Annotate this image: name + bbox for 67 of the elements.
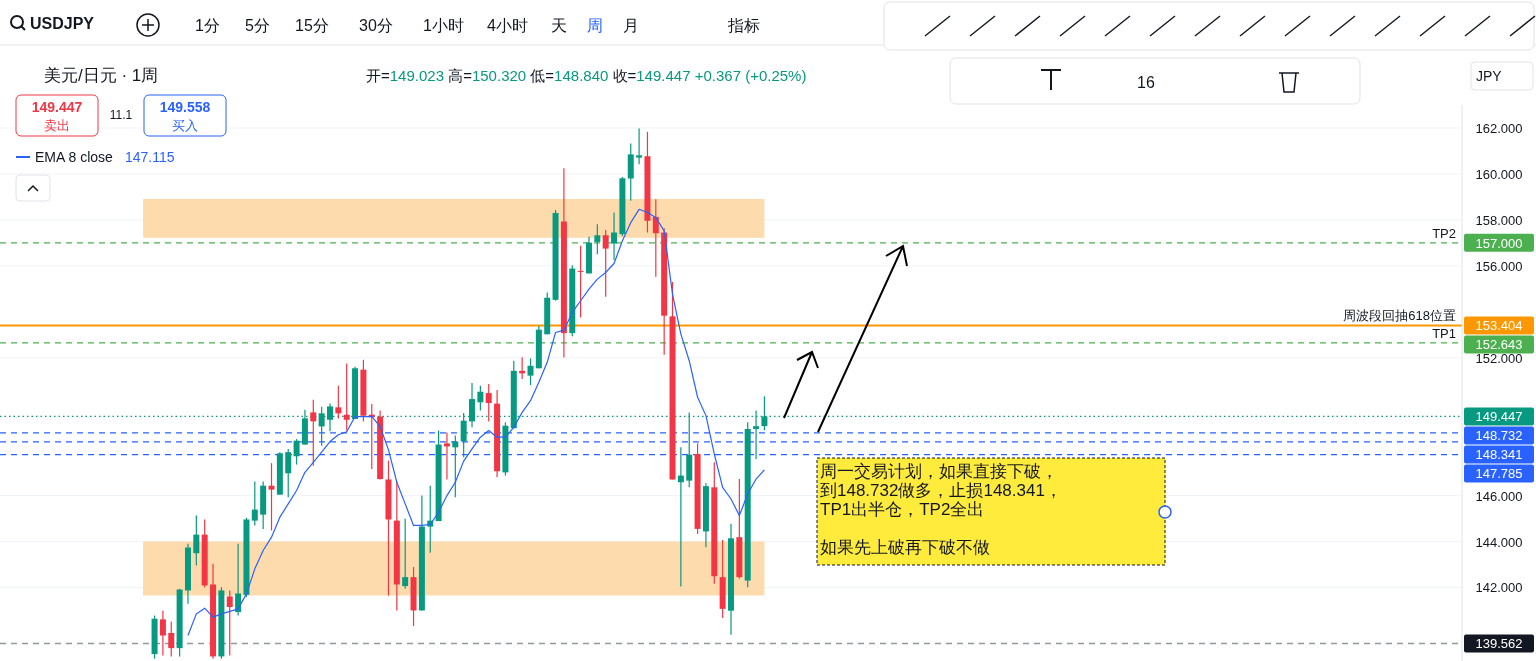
candlestick <box>477 385 484 412</box>
y-tick-label: 144.000 <box>1475 534 1523 550</box>
candlestick <box>602 229 609 298</box>
text: 指标 <box>727 17 760 34</box>
ref-line-label: 152.643 <box>1475 337 1523 353</box>
chart-title: USDJPY <box>30 15 95 32</box>
text: 天 <box>551 17 567 34</box>
text: 开=149.023 高=150.320 低=148.840 收=149.447 +0.367 (+0.25%) <box>366 67 807 84</box>
candlestick <box>611 211 618 261</box>
annotation: 149.447 卖出 <box>31 99 83 133</box>
text: 周 <box>587 17 603 34</box>
candlestick <box>527 357 534 386</box>
candlestick <box>193 514 200 567</box>
annotation: 149.558 买入 <box>159 99 211 133</box>
ref-line-label: 149.447 <box>1475 409 1523 425</box>
y-tick-label: 156.000 <box>1475 258 1523 274</box>
candlestick <box>285 448 292 498</box>
y-tick-label: 146.000 <box>1475 488 1523 504</box>
text: 5分 <box>245 17 270 34</box>
ref-line-label: 139.562 <box>1475 636 1523 652</box>
candlestick <box>310 399 317 467</box>
ref-line-label: 157.000 <box>1475 235 1523 251</box>
candlestick <box>402 518 409 590</box>
candlestick <box>251 480 258 527</box>
y-tick-label: 160.000 <box>1475 166 1523 182</box>
annotation: 到148.732做多，止损148.341， <box>820 481 1062 500</box>
candlestick <box>485 383 492 423</box>
legend-label: EMA 8 close <box>35 149 114 165</box>
candlestick <box>226 589 233 657</box>
y-tick-label: 158.000 <box>1475 212 1523 228</box>
text: 1小时 <box>423 17 464 34</box>
y-tick-label: 142.000 <box>1475 580 1523 596</box>
candlestick <box>594 223 601 255</box>
chart-subtitle: 美元/日元 · 1周 <box>44 66 159 85</box>
candlestick <box>677 446 684 588</box>
text: 30分 <box>359 17 393 34</box>
annotation: 周波段回抽618位置 <box>1343 308 1456 324</box>
text: 1分 <box>195 17 220 34</box>
candlestick <box>343 362 350 432</box>
annotation: 147.115 <box>125 149 175 165</box>
candlestick <box>168 620 175 657</box>
y-tick-label: 162.000 <box>1475 120 1523 136</box>
annotation: TP1 <box>1432 325 1456 341</box>
candlestick <box>761 395 768 431</box>
candlestick <box>443 431 450 481</box>
annotation: 11.1 <box>109 108 133 122</box>
ref-line-label: 147.785 <box>1475 466 1523 482</box>
text: 16 <box>1137 74 1155 91</box>
text: 月 <box>623 17 639 34</box>
annotation: TP1出半仓，TP2全出 <box>820 500 985 519</box>
annotation: 如果先上破再下破不做 <box>820 538 990 557</box>
candlestick <box>335 385 342 419</box>
text: 15分 <box>295 17 329 34</box>
annotation: TP2 <box>1432 225 1456 241</box>
candlestick <box>235 543 242 617</box>
text: 4小时 <box>487 17 528 34</box>
candlestick <box>293 438 300 466</box>
candlestick <box>159 610 166 657</box>
annotation: 周一交易计划，如果直接下破， <box>820 462 1058 481</box>
y-tick-label: 152.000 <box>1475 350 1523 366</box>
candlestick <box>636 127 643 165</box>
text: JPY <box>1476 68 1503 84</box>
ref-line-label: 148.732 <box>1475 428 1523 444</box>
ref-line-label: 153.404 <box>1475 318 1523 334</box>
ref-line-label: 148.341 <box>1475 447 1523 463</box>
candlestick <box>577 245 584 319</box>
candlestick <box>268 462 275 532</box>
